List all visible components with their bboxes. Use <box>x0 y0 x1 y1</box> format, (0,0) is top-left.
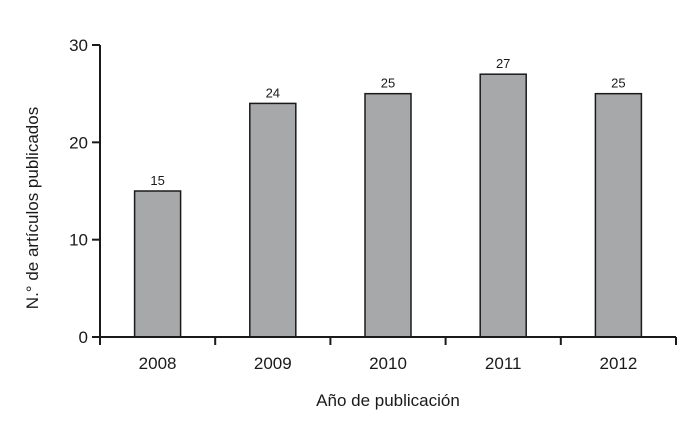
y-tick-label: 10 <box>69 231 88 250</box>
y-axis-ticks: 0 10 20 30 <box>69 36 100 347</box>
x-tick-label: 2009 <box>254 354 292 373</box>
x-tick-label: 2011 <box>485 354 522 373</box>
x-tick-label: 2012 <box>599 354 637 373</box>
bar-value-label: 25 <box>381 76 395 91</box>
data-labels: 15 24 25 27 25 <box>150 56 625 188</box>
x-tick-label: 2008 <box>139 354 177 373</box>
bar <box>479 73 527 338</box>
x-axis-title: Año de publicación <box>316 391 460 410</box>
bar-value-label: 15 <box>150 173 164 188</box>
bar <box>133 190 182 338</box>
bar <box>249 102 297 338</box>
y-tick-label: 30 <box>69 36 88 55</box>
bar <box>364 92 412 338</box>
bar-value-label: 25 <box>611 76 625 91</box>
x-tick-label: 2010 <box>369 354 407 373</box>
bar-value-label: 27 <box>496 56 510 71</box>
y-tick-label: 20 <box>69 133 88 152</box>
y-axis-title: N.° de artículos publicados <box>23 107 42 309</box>
x-axis-ticks: 2008 2009 2010 2011 2012 <box>99 337 677 373</box>
y-tick-label: 0 <box>79 328 88 347</box>
bar <box>594 92 643 338</box>
bar-value-label: 24 <box>266 85 280 100</box>
bars <box>133 73 643 338</box>
